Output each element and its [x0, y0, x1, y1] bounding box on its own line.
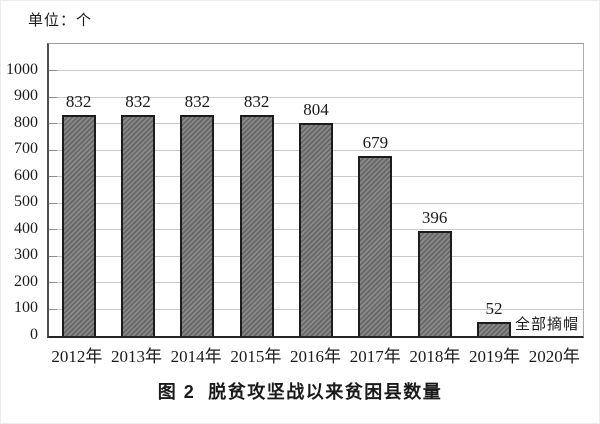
bar-2019年 — [477, 322, 511, 336]
x-tick-label-2016年: 2016年 — [290, 347, 342, 366]
y-tick-900 — [49, 96, 57, 98]
figure-caption: 图 2 脱贫攻坚战以来贫困县数量 — [157, 382, 443, 402]
y-tick-400 — [49, 229, 57, 231]
bar-value-2016年: 804 — [303, 99, 329, 119]
x-tick-label-2015年: 2015年 — [230, 347, 282, 366]
y-tick-label-300: 300 — [14, 246, 38, 264]
gridline-900 — [49, 96, 583, 98]
y-tick-label-0: 0 — [30, 326, 38, 343]
x-tick-label-2014年: 2014年 — [170, 347, 222, 366]
x-axis-labels: 2012年 2013年 2014年 2015年 2016年 2017年 2018年 2019年… — [47, 342, 584, 367]
y-tick-label-200: 200 — [14, 272, 38, 290]
bar-2016年 — [299, 122, 333, 336]
y-tick-label-400: 400 — [14, 219, 38, 237]
unit-label: 单位：个 — [28, 13, 93, 29]
x-tick-label-2018年: 2018年 — [409, 347, 461, 366]
y-tick-label-700: 700 — [14, 140, 38, 158]
x-tick-label-2019年: 2019年 — [469, 347, 521, 366]
bar-value-2017年: 679 — [362, 132, 389, 152]
y-tick-label-900: 900 — [14, 87, 38, 105]
bar-2015年 — [239, 115, 274, 336]
y-tick-300 — [49, 255, 57, 257]
bar-value-2018年: 396 — [421, 207, 448, 227]
bar-value-2014年: 832 — [184, 92, 211, 112]
y-tick-1000 — [49, 70, 57, 72]
bar-value-2012年: 832 — [65, 92, 92, 112]
y-axis-labels: 0 100 200 300 400 500 600 700 800 900 1000 — [1, 43, 41, 343]
y-tick-label-500: 500 — [14, 193, 38, 211]
y-tick-label-600: 600 — [14, 166, 38, 184]
plot-area: 832 832 832 832 804 679 396 52 全部摘帽 — [47, 43, 584, 338]
y-tick-label-100: 100 — [14, 299, 38, 317]
y-tick-label-1000: 1000 — [6, 60, 38, 78]
bar-2013年 — [121, 115, 155, 336]
bar-2012年 — [61, 115, 96, 336]
y-tick-700 — [49, 149, 57, 151]
annotation-label: 全部摘帽 — [514, 317, 579, 333]
y-tick-600 — [49, 176, 57, 178]
y-tick-label-800: 800 — [14, 113, 38, 131]
x-tick-label-2012年: 2012年 — [51, 347, 103, 366]
bar-2018年 — [417, 230, 452, 336]
gridline-1000 — [49, 70, 583, 72]
x-tick-label-2013年: 2013年 — [111, 347, 162, 366]
y-tick-500 — [49, 202, 57, 204]
bar-2017年 — [358, 155, 393, 336]
x-tick-label-2020年: 2020年 — [528, 347, 580, 366]
bar-value-2015年: 832 — [243, 92, 270, 112]
bar-value-2013年: 832 — [125, 92, 151, 112]
bar-value-2019年: 52 — [485, 299, 503, 319]
x-tick-label-2017年: 2017年 — [349, 347, 401, 366]
bar-2014年 — [180, 115, 215, 336]
y-tick-100 — [49, 308, 57, 310]
y-tick-200 — [49, 282, 57, 284]
y-tick-800 — [49, 123, 57, 125]
